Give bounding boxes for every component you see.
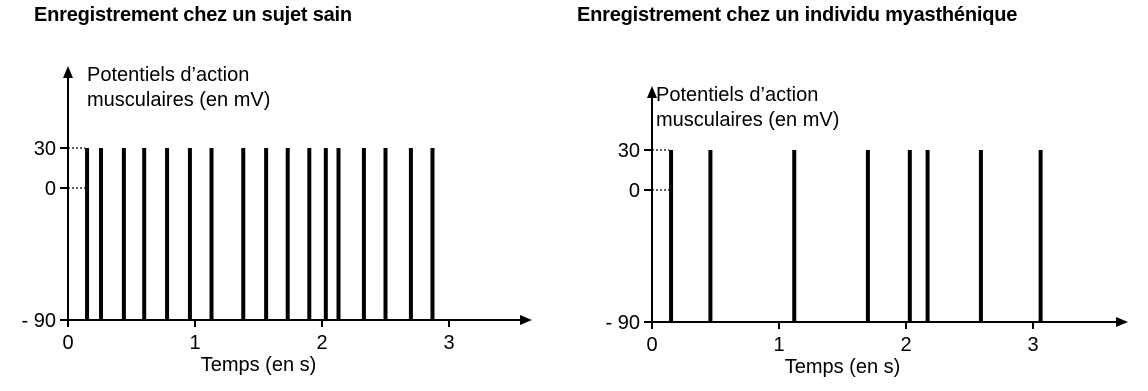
y-tick-label: 30 — [618, 140, 640, 162]
x-axis-arrow — [1116, 317, 1128, 327]
x-tick-label: 3 — [1027, 334, 1038, 356]
y-tick-label: - 90 — [606, 312, 640, 334]
y-axis-arrow — [63, 66, 73, 78]
y-tick-label: 30 — [34, 138, 56, 160]
x-tick-label: 2 — [900, 334, 911, 356]
y-tick-label: 0 — [45, 178, 56, 200]
x-tick-label: 1 — [773, 334, 784, 356]
y-axis-label: Potentiels d’action — [87, 64, 249, 86]
chart-title: Enregistrement chez un sujet sain — [34, 4, 352, 26]
x-tick-label: 3 — [443, 332, 454, 354]
y-axis-label: Potentiels d’action — [656, 84, 818, 106]
x-axis-label: Temps (en s) — [785, 356, 901, 378]
y-tick-label: - 90 — [22, 310, 56, 332]
y-axis-label: musculaires (en mV) — [87, 89, 270, 111]
x-tick-label: 1 — [189, 332, 200, 354]
y-axis-arrow — [647, 86, 657, 98]
x-tick-label: 2 — [316, 332, 327, 354]
chart-panel-healthy: Enregistrement chez un sujet sain Potent… — [0, 0, 560, 391]
x-tick-label: 0 — [62, 332, 73, 354]
y-tick-label: 0 — [629, 180, 640, 202]
x-axis-arrow — [520, 315, 532, 325]
chart-title: Enregistrement chez un individu myasthén… — [577, 4, 1018, 26]
x-tick-label: 0 — [646, 334, 657, 356]
x-axis-label: Temps (en s) — [201, 354, 317, 376]
chart-panel-myasthenic: Enregistrement chez un individu myasthén… — [575, 0, 1148, 391]
y-axis-label: musculaires (en mV) — [656, 109, 839, 131]
